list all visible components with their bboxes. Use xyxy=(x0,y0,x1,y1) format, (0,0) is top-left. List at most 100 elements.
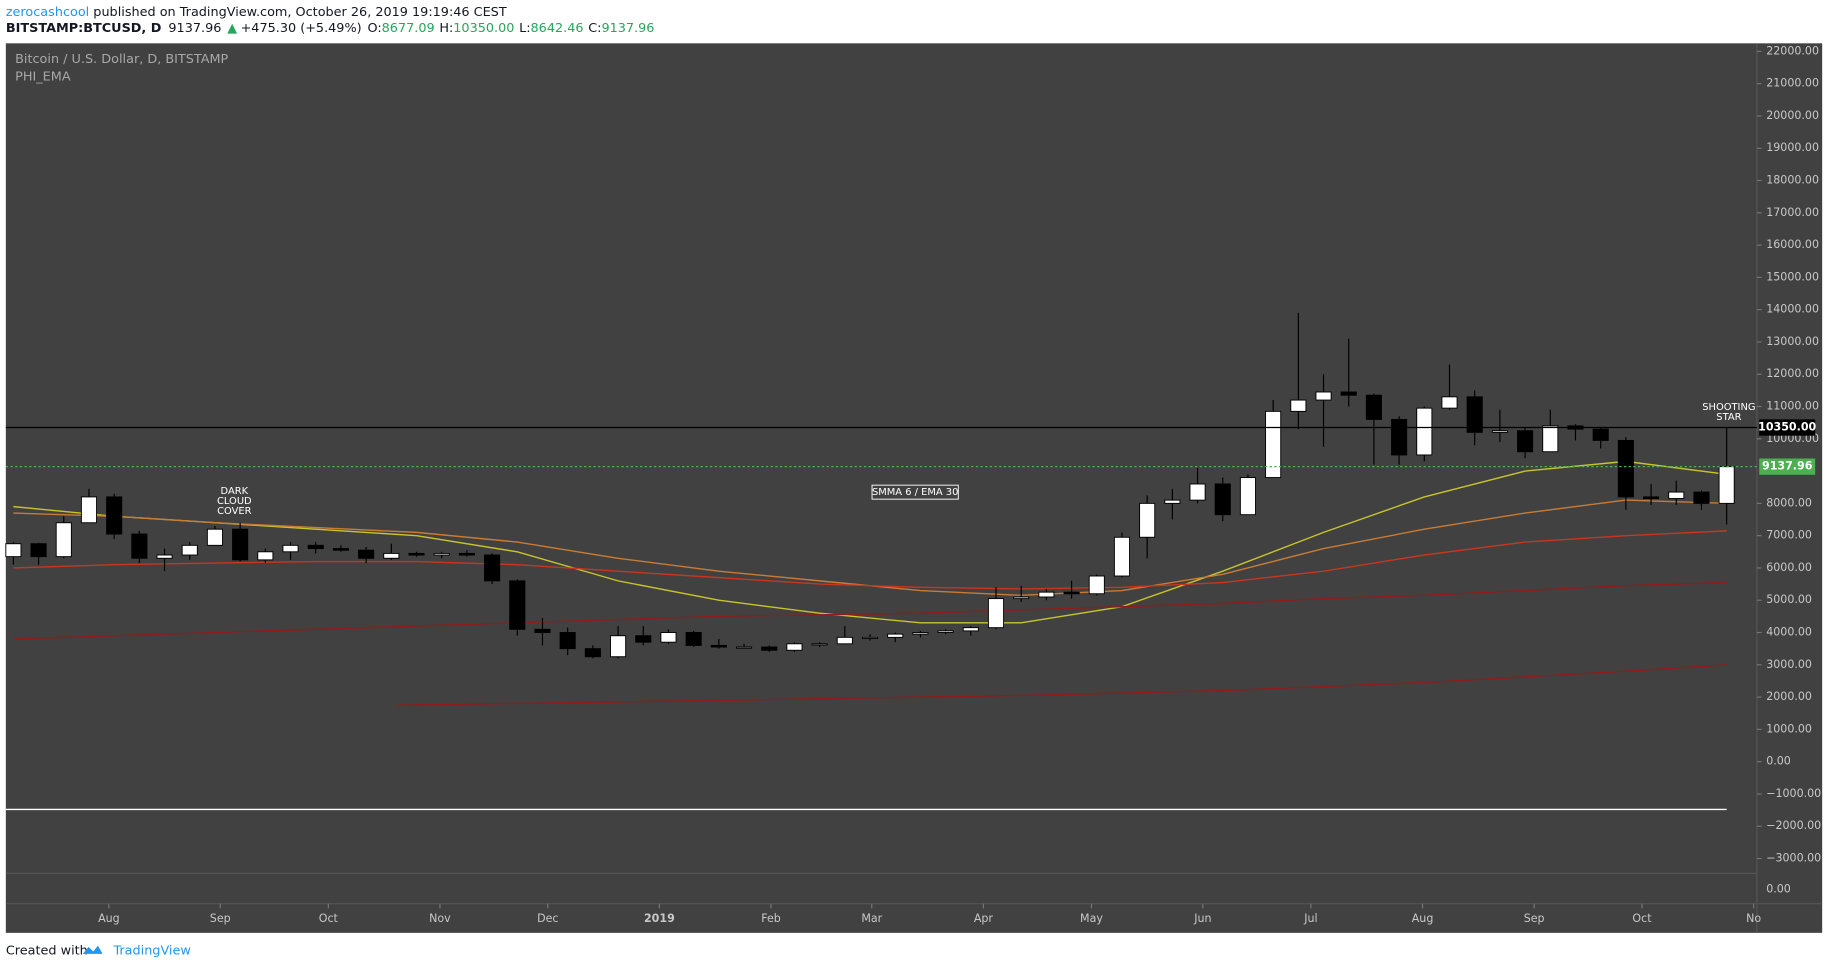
candle-body xyxy=(55,522,72,558)
y-tick-label: −2000.00 xyxy=(1766,819,1821,832)
x-tick-label: Oct xyxy=(319,912,339,925)
change-arrow: ▲ xyxy=(227,21,237,36)
candle-body xyxy=(358,549,375,559)
symbol-line: BITSTAMP:BTCUSD, D 9137.96 ▲ +475.30 (+5.49… xyxy=(6,21,655,36)
tradingview-logo[interactable] xyxy=(82,945,103,954)
candle-body xyxy=(232,528,249,561)
x-tick-label: 2019 xyxy=(644,912,675,925)
candle-body xyxy=(1643,496,1660,499)
y-tick-label: 22000.00 xyxy=(1766,44,1819,57)
author[interactable]: zerocashcool xyxy=(6,4,89,19)
candle-body xyxy=(1491,430,1508,433)
chart-title: Bitcoin / U.S. Dollar, D, BITSTAMP xyxy=(15,52,228,67)
ohlc-value: 8677.09 xyxy=(382,21,435,36)
moving-average xyxy=(396,664,1727,706)
candle-body xyxy=(1139,502,1156,538)
y-tick-label: 4000.00 xyxy=(1766,626,1812,639)
annotation: SHOOTING xyxy=(1702,402,1755,413)
x-tick-label: Apr xyxy=(974,912,994,925)
candle-body xyxy=(484,554,501,582)
footer-brand[interactable]: TradingView xyxy=(112,943,190,958)
candle-body xyxy=(156,554,173,559)
y-tick-label: −3000.00 xyxy=(1766,851,1821,864)
candle-body xyxy=(131,533,148,559)
candle-body xyxy=(1239,477,1256,516)
y-tick-label: 18000.00 xyxy=(1766,174,1819,187)
footer-text: Created with xyxy=(6,943,88,958)
candle-body xyxy=(685,632,702,646)
y-tick-label: 21000.00 xyxy=(1766,77,1819,90)
x-tick-label: May xyxy=(1080,912,1103,925)
price-level-box xyxy=(1759,458,1816,475)
x-tick-label: Aug xyxy=(1412,912,1434,925)
candle-body xyxy=(1290,399,1307,412)
change: +475.30 (+5.49%) xyxy=(241,21,362,36)
candle-body xyxy=(559,632,576,650)
annotation-box xyxy=(871,484,959,500)
y-tick-label: 1000.00 xyxy=(1766,722,1812,735)
candle-body xyxy=(1063,591,1080,595)
candle-body xyxy=(962,627,979,632)
indicator-name: PHI_EMA xyxy=(15,70,71,85)
price: 9137.96 xyxy=(168,21,221,36)
symbol: BITSTAMP:BTCUSD, D xyxy=(6,21,162,36)
x-tick-label: Feb xyxy=(761,912,781,925)
y-tick-label: 2000.00 xyxy=(1766,690,1812,703)
y-tick-label: 14000.00 xyxy=(1766,303,1819,316)
x-tick-label: Oct xyxy=(1632,912,1652,925)
candle-body xyxy=(1365,394,1382,420)
candle-body xyxy=(383,552,400,559)
candle-body xyxy=(1315,391,1332,401)
candle-body xyxy=(282,544,299,553)
candle-body xyxy=(887,633,904,638)
candle-body xyxy=(106,496,123,535)
y-tick-label: 8000.00 xyxy=(1766,496,1812,509)
candle-body xyxy=(1592,428,1609,441)
annotation: SMMA 6 / EMA 30 xyxy=(872,487,958,498)
candle-body xyxy=(257,551,274,561)
candle-body xyxy=(937,630,954,633)
y-tick-label: 6000.00 xyxy=(1766,561,1812,574)
candle-body xyxy=(735,646,753,649)
annotation: CLOUD xyxy=(217,496,252,507)
ohlc-value: 9137.96 xyxy=(601,21,654,36)
candle-body xyxy=(836,636,853,645)
candle-body xyxy=(610,635,627,658)
moving-average xyxy=(13,581,1727,640)
candle-body xyxy=(660,632,677,643)
candle-body xyxy=(912,632,929,635)
candle-body xyxy=(1113,536,1131,577)
candle-body xyxy=(30,543,47,558)
candle-body xyxy=(1265,410,1282,479)
chart-background xyxy=(5,43,1823,933)
price-level-box xyxy=(1759,419,1816,436)
candle-body xyxy=(509,580,526,630)
x-tick-label: Sep xyxy=(1524,912,1545,925)
candle-body xyxy=(206,528,223,546)
y-tick-label: 15000.00 xyxy=(1766,270,1819,283)
candle-body xyxy=(1038,591,1055,598)
price-level-label: 9137.96 xyxy=(1762,460,1813,473)
published: published on TradingView.com, October 26… xyxy=(89,4,507,19)
candle-body xyxy=(1214,483,1231,516)
ohlc-key: O: xyxy=(367,21,381,36)
candle-body xyxy=(433,552,450,556)
candle-body xyxy=(1164,499,1181,504)
ohlc-key: C: xyxy=(588,21,601,36)
x-tick-label: Jun xyxy=(1193,912,1211,925)
candle-body xyxy=(1340,391,1357,396)
y-tick-label: 3000.00 xyxy=(1766,658,1812,671)
y-tick-label: 12000.00 xyxy=(1766,367,1819,380)
candle-body xyxy=(1013,596,1030,600)
price-level-label: 10350.00 xyxy=(1758,421,1816,434)
x-tick-label: Jul xyxy=(1303,912,1317,925)
candle-body xyxy=(534,628,551,633)
annotation: STAR xyxy=(1716,412,1741,423)
y-tick-label: 20000.00 xyxy=(1766,109,1819,122)
candle-body xyxy=(1088,575,1105,595)
ohlc-value: 8642.46 xyxy=(531,21,584,36)
candle-body xyxy=(5,543,22,558)
candle-body xyxy=(1617,439,1634,498)
moving-average xyxy=(13,530,1727,590)
y-tick-label: −1000.00 xyxy=(1766,787,1821,800)
